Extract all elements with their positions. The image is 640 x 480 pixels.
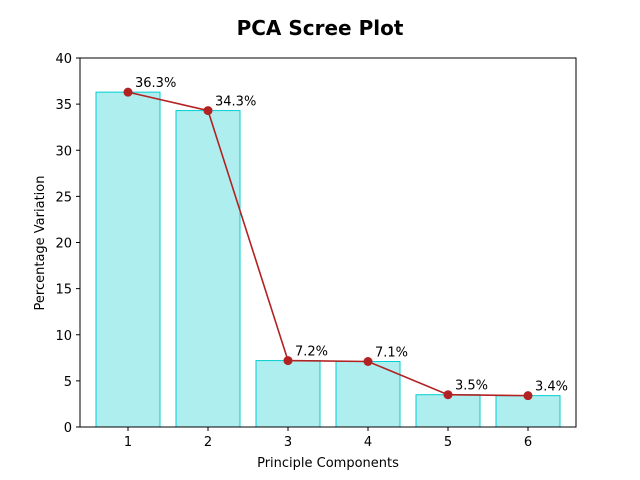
data-label-group: 36.3% 34.3% 7.2% 7.1% 3.5% 3.4% [135,76,568,395]
marker-pc-6 [523,391,533,401]
y-tick-label: 5 [64,375,72,390]
y-tick-label: 0 [64,421,72,436]
data-label-pc-2: 34.3% [215,95,256,110]
bar-group [95,91,561,428]
y-tick-label: 15 [55,283,72,298]
bar-pc-5 [415,394,481,428]
marker-pc-3 [283,356,293,366]
y-tick-label: 35 [55,98,72,113]
x-axis: 1 2 3 4 5 6 [124,427,532,450]
trend-line-group [123,87,533,401]
y-axis-label: Percentage Variation [33,176,48,311]
marker-pc-1 [123,87,133,97]
x-tick-label: 3 [284,435,292,450]
data-label-pc-6: 3.4% [535,380,568,395]
y-tick-label: 40 [55,52,72,67]
data-label-pc-5: 3.5% [455,379,488,394]
chart-title: PCA Scree Plot [237,16,404,40]
data-label-pc-1: 36.3% [135,76,176,91]
x-tick-label: 6 [524,435,532,450]
y-axis: 0 5 10 15 20 25 30 35 40 [55,52,80,436]
bar-pc-4 [335,361,401,428]
data-label-pc-3: 7.2% [295,345,328,360]
data-label-pc-4: 7.1% [375,346,408,361]
y-tick-label: 10 [55,329,72,344]
y-tick-label: 30 [55,144,72,159]
x-tick-label: 2 [204,435,212,450]
x-tick-label: 1 [124,435,132,450]
x-tick-label: 4 [364,435,372,450]
y-tick-label: 25 [55,190,72,205]
x-axis-label: Principle Components [257,456,399,471]
bar-pc-6 [495,395,561,428]
y-tick-label: 20 [55,237,72,252]
bar-pc-1 [95,91,161,428]
x-tick-label: 5 [444,435,452,450]
bar-pc-3 [255,360,321,428]
marker-pc-4 [363,357,373,367]
trend-line [127,91,529,397]
bar-pc-2 [175,110,241,428]
marker-pc-5 [443,390,453,400]
marker-pc-2 [203,106,213,116]
